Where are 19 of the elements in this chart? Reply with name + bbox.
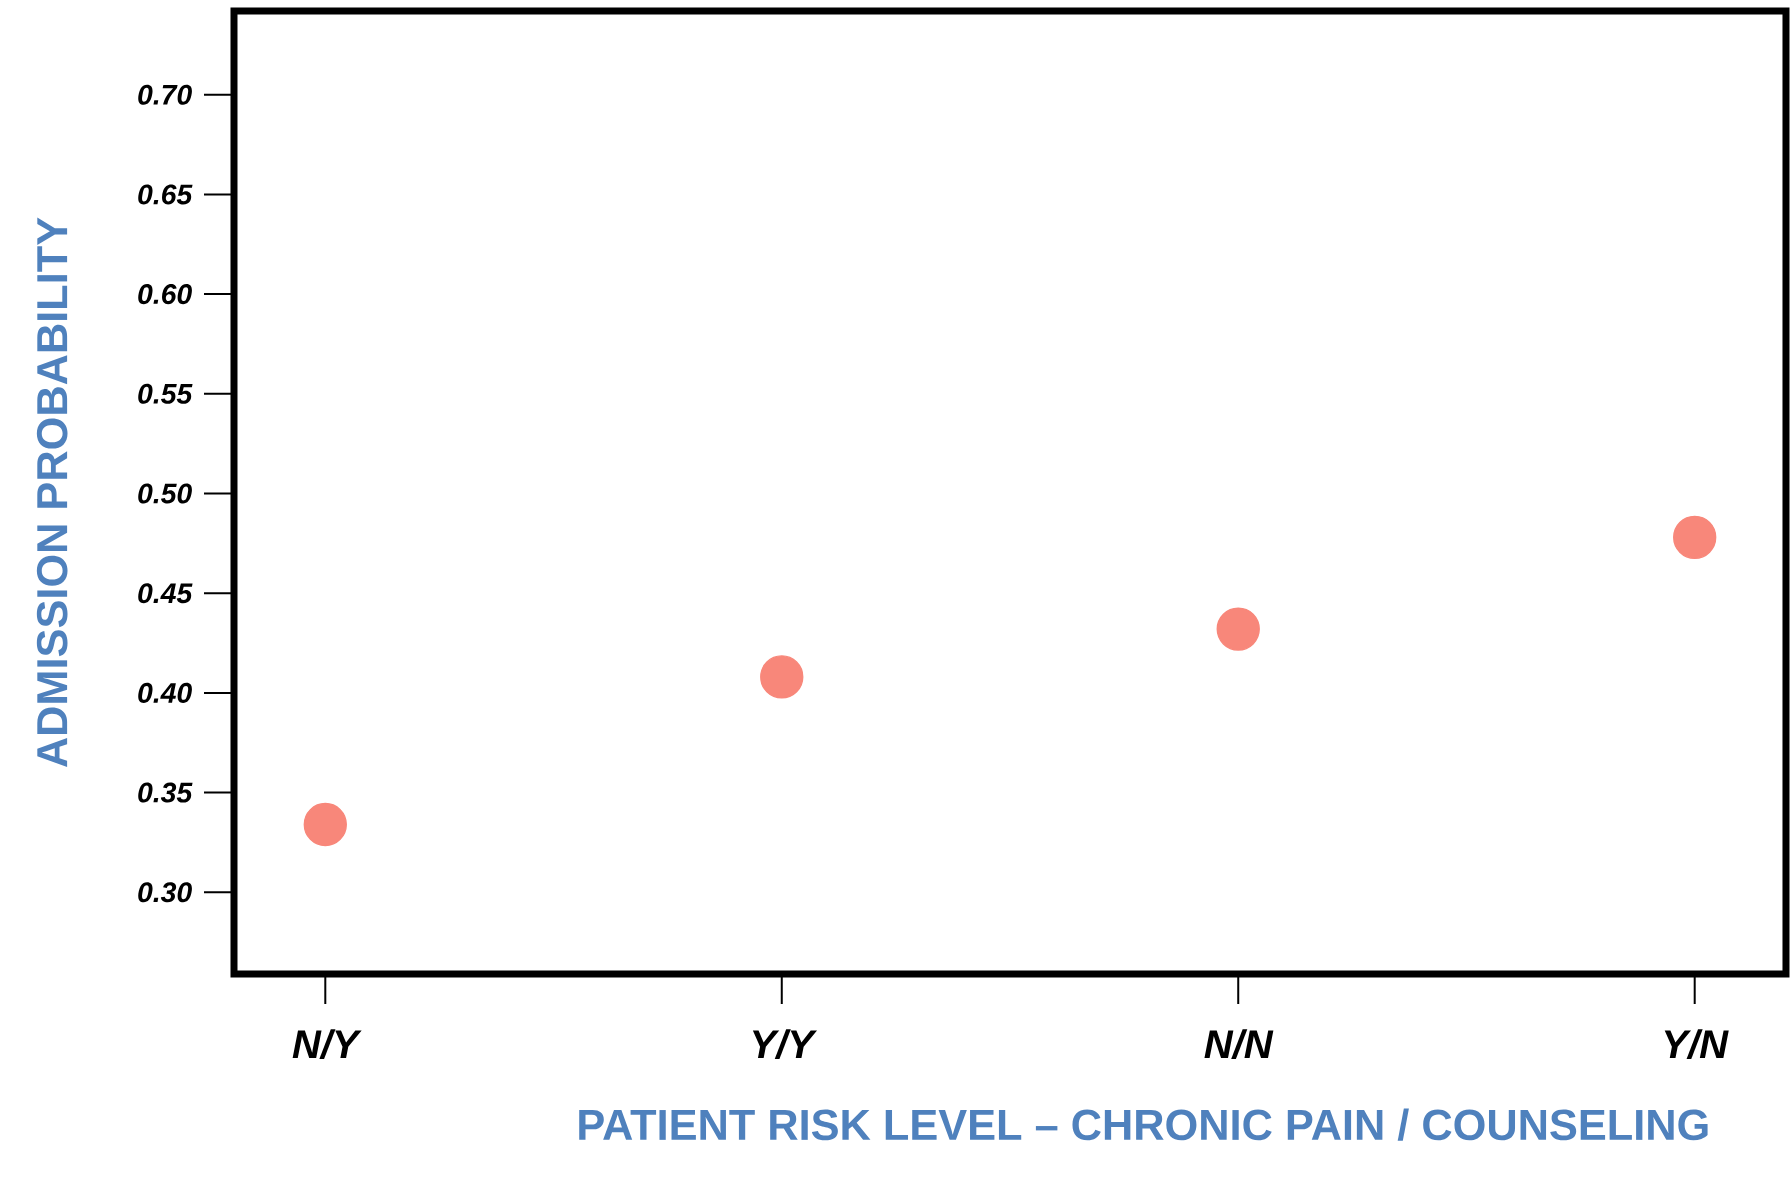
y-tick-label: 0.30 — [138, 882, 192, 903]
y-tick-label: 0.40 — [138, 682, 192, 703]
x-tick-label: Y/Y — [752, 1029, 818, 1059]
x-tick-label: Y/N — [1664, 1029, 1729, 1059]
y-tick-label: 0.55 — [138, 383, 193, 404]
x-tick-label: N/Y — [292, 1029, 362, 1059]
point — [760, 655, 804, 699]
point — [1216, 607, 1260, 651]
x-axis-title: PATIENT RISK LEVEL – CHRONIC PAIN / COUNSELING — [579, 1108, 1708, 1141]
y-tick-label: 0.65 — [138, 184, 193, 205]
point — [1673, 515, 1717, 560]
y-tick-label: 0.45 — [138, 583, 193, 604]
y-axis-title: ADMISSION PROBABILITY — [36, 217, 68, 768]
y-tick-label: 0.35 — [138, 782, 193, 803]
y-tick-label: 0.60 — [138, 284, 192, 305]
y-tick-label: 0.70 — [138, 84, 192, 105]
y-tick-label: 0.50 — [138, 483, 192, 504]
x-tick-label: N/N — [1204, 1029, 1274, 1059]
point — [303, 802, 347, 847]
